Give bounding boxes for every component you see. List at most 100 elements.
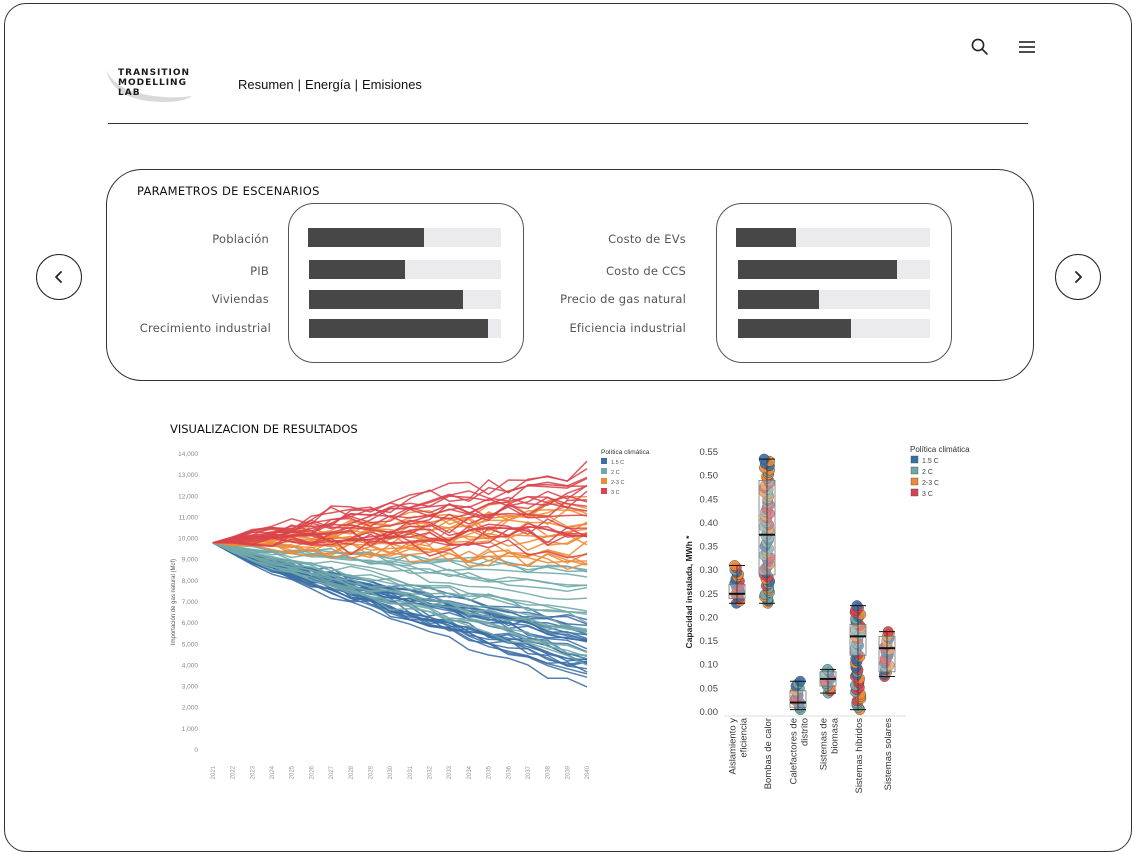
y-tick-label: 0.45 xyxy=(700,494,719,505)
logo-swoosh-icon xyxy=(106,70,192,102)
series-line-2C xyxy=(212,542,588,633)
legend-swatch xyxy=(910,488,919,497)
param-fill xyxy=(308,228,424,247)
y-tick-label: 13,000 xyxy=(178,472,198,479)
param-fill xyxy=(736,228,797,247)
x-tick-label: 2028 xyxy=(349,765,355,779)
series-line-2C xyxy=(212,542,588,615)
param-label-costo-evs: Costo de EVs xyxy=(608,232,686,246)
x-tick-label: 2029 xyxy=(368,765,374,779)
x-tick-label: 2023 xyxy=(250,765,256,779)
series-line-15C xyxy=(212,542,588,688)
y-tick-label: 5,000 xyxy=(182,641,199,648)
app-frame xyxy=(4,3,1132,852)
param-label-pib: PIB xyxy=(250,264,269,278)
series-line-2C xyxy=(212,542,588,658)
scenario-parameters-panel xyxy=(106,169,1034,381)
param-label-precio-gas: Precio de gas natural xyxy=(560,292,686,306)
param-fill xyxy=(309,319,488,338)
nav-item-resumen[interactable]: Resumen xyxy=(238,77,294,92)
category-label: Sistemas solares xyxy=(883,718,894,791)
x-tick-label: 2033 xyxy=(447,765,453,779)
category-label-line: Sistemas solares xyxy=(883,718,894,791)
brand-logo[interactable]: TRANSITION MODELLING LAB xyxy=(104,62,194,104)
y-tick-label: 0.00 xyxy=(700,707,719,718)
search-button[interactable] xyxy=(970,37,990,62)
y-tick-label: 4,000 xyxy=(182,662,199,669)
legend-label: 2-3 C xyxy=(611,480,624,486)
y-tick-label: 10,000 xyxy=(178,536,198,543)
logo-text: TRANSITION MODELLING LAB xyxy=(118,68,191,98)
y-tick-label: 3,000 xyxy=(182,684,199,691)
nav-separator: | xyxy=(297,77,302,92)
parameters-card-right xyxy=(716,203,952,363)
param-label-poblacion: Población xyxy=(212,232,269,246)
x-tick-label: 2034 xyxy=(467,765,473,779)
param-fill xyxy=(738,290,819,309)
param-slider-eficiencia-industrial[interactable] xyxy=(738,319,930,338)
nav-item-energia[interactable]: Energía xyxy=(305,77,351,92)
x-tick-label: 2024 xyxy=(270,765,276,779)
param-label-costo-ccs: Costo de CCS xyxy=(605,264,686,278)
gas-import-line-chart: 0 1,000 2,000 3,000 4,000 5,000 6,000 7,000 8,00… xyxy=(171,449,650,779)
series-line-3C xyxy=(212,502,588,544)
param-slider-crecimiento-industrial[interactable] xyxy=(309,319,501,338)
previous-button[interactable] xyxy=(36,254,82,300)
param-slider-precio-gas[interactable] xyxy=(738,290,930,309)
legend-swatch xyxy=(601,458,607,464)
series-line-23C xyxy=(212,528,588,548)
y-tick-label: 14,000 xyxy=(178,451,198,458)
param-label-eficiencia-industrial: Eficiencia industrial xyxy=(569,321,686,335)
series-line-2C xyxy=(212,542,588,666)
category-label: Bombas de calor xyxy=(763,718,774,789)
param-slider-poblacion[interactable] xyxy=(308,228,501,247)
parameters-card-left xyxy=(288,203,524,363)
param-slider-costo-ccs[interactable] xyxy=(738,260,930,279)
legend-swatch xyxy=(601,488,607,494)
x-tick-label: 2036 xyxy=(506,765,512,779)
menu-button[interactable] xyxy=(1017,37,1037,62)
y-tick-label: 0.15 xyxy=(700,636,719,647)
y-tick-label: 9,000 xyxy=(182,557,199,564)
param-slider-costo-evs[interactable] xyxy=(736,228,930,247)
x-tick-label: 2031 xyxy=(408,765,414,779)
x-tick-label: 2027 xyxy=(329,765,335,779)
y-tick-label: 0.50 xyxy=(700,471,719,482)
category-label-line: Calefactores de xyxy=(789,718,800,785)
results-title: VISUALIZACION DE RESULTADOS xyxy=(170,422,358,436)
category-label-line: distrito xyxy=(800,718,811,746)
param-fill xyxy=(738,260,898,279)
y-tick-label: 2,000 xyxy=(182,705,199,712)
x-tick-label: 2040 xyxy=(585,765,591,779)
x-tick-label: 2035 xyxy=(487,765,493,779)
param-slider-viviendas[interactable] xyxy=(309,290,501,309)
legend-label: 2 C xyxy=(611,470,620,476)
category-label-line: Sistemas de xyxy=(819,718,830,770)
param-fill xyxy=(309,290,463,309)
series-line-3C xyxy=(212,468,588,544)
y-tick-label: 0.20 xyxy=(700,612,719,623)
next-button[interactable] xyxy=(1055,254,1101,300)
y-tick-label: 8,000 xyxy=(182,578,199,585)
category-label: Sistemas híbridos xyxy=(854,718,865,794)
x-tick-label: 2026 xyxy=(309,765,315,779)
param-fill xyxy=(738,319,852,338)
nav-item-emisiones[interactable]: Emisiones xyxy=(361,77,422,92)
series-line-2C xyxy=(212,542,588,614)
legend-label: 2-3 C xyxy=(922,480,939,487)
parameters-title: PARAMETROS DE ESCENARIOS xyxy=(137,184,320,198)
x-tick-label: 2021 xyxy=(211,765,217,779)
x-tick-label: 2022 xyxy=(231,765,237,779)
nav-separator: | xyxy=(354,77,358,92)
param-slider-pib[interactable] xyxy=(309,260,501,279)
y-tick-label: 1,000 xyxy=(182,726,199,733)
category-label: Aislamiento y eficiencia xyxy=(728,717,750,774)
legend-title: Política climática xyxy=(601,449,650,456)
y-tick-label: 11,000 xyxy=(179,514,199,521)
legend-title: Política climática xyxy=(910,445,970,454)
legend-label: 2 C xyxy=(922,469,933,476)
category-label-line: Sistemas híbridos xyxy=(854,718,865,794)
y-tick-label: 0.10 xyxy=(700,660,719,671)
param-label-crecimiento-industrial: Crecimiento industrial xyxy=(139,321,271,335)
y-tick-label: 0.35 xyxy=(700,542,719,553)
